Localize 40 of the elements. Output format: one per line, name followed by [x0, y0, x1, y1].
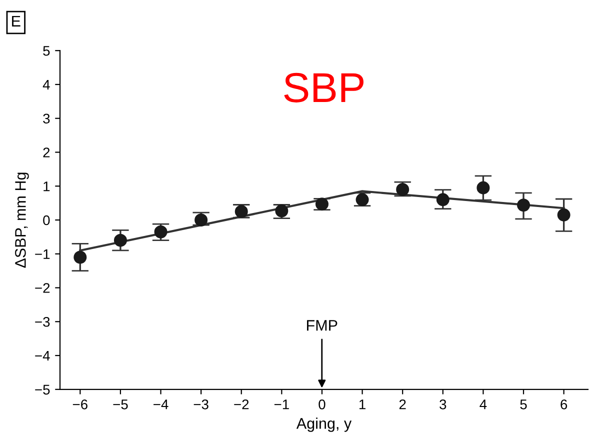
y-tick-label: 1 [44, 182, 50, 192]
x-tick-label: −6 [72, 399, 88, 410]
y-tick-label: −2 [35, 283, 50, 293]
y-axis-title: ΔSBP, mm Hg [15, 172, 29, 268]
x-tick-label: 5 [520, 400, 527, 410]
point [114, 234, 127, 247]
point [436, 193, 450, 206]
point [234, 205, 248, 218]
point [74, 250, 87, 264]
x-tick-label: 3 [440, 399, 446, 410]
y-tick-label: 3 [43, 114, 50, 124]
x-axis-title: Aging, y [296, 418, 352, 432]
point [557, 208, 570, 222]
y-tick-label: −4 [35, 350, 50, 361]
point [476, 181, 490, 194]
y-tick-label: 5 [43, 46, 50, 56]
chart-title: SBP [284, 72, 364, 102]
x-tick-label: 6 [560, 399, 568, 410]
annotation: FMP [307, 320, 338, 331]
y-tick-label: 0 [43, 215, 50, 226]
y-tick-label: 4 [42, 80, 50, 90]
point [194, 213, 208, 227]
y-tick-label: −5 [35, 384, 50, 395]
y-tick-label: −3 [35, 316, 50, 327]
x-tick-label: 2 [399, 399, 406, 410]
x-tick-label: −2 [234, 399, 249, 410]
text: E [12, 16, 20, 26]
y-tick-label: −1 [35, 249, 50, 259]
x-tick-label: −5 [113, 400, 128, 410]
x-tick-label: 0 [318, 399, 326, 410]
point [356, 193, 369, 206]
x-tick-label: −3 [194, 399, 208, 410]
x-tick-label: −4 [154, 400, 168, 410]
x-tick-label: 1 [359, 400, 366, 410]
x-tick-label: 4 [480, 400, 487, 410]
y-tick-label: 2 [43, 148, 50, 158]
point [517, 198, 530, 212]
point [154, 225, 168, 238]
x-tick-label: −1 [274, 400, 289, 410]
point [315, 198, 328, 211]
